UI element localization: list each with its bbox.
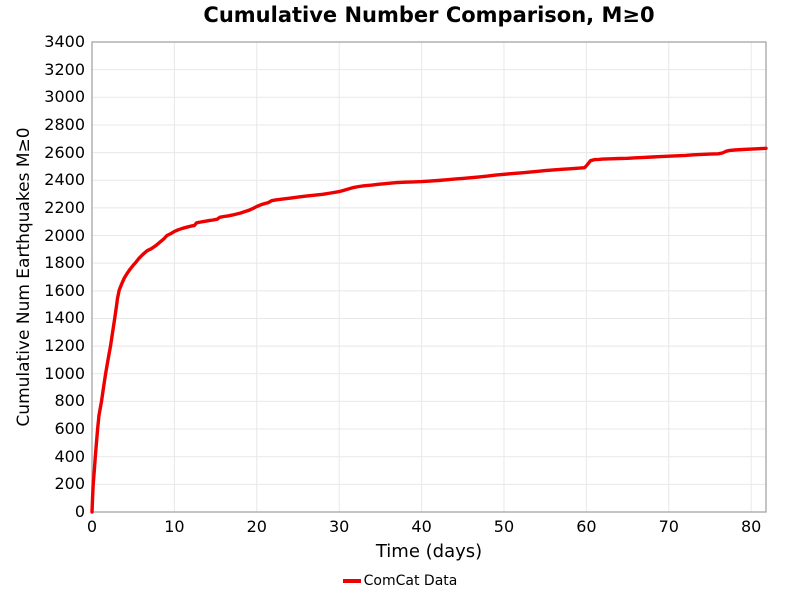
x-tick-label: 20 [246, 517, 267, 536]
y-tick-label: 200 [54, 474, 85, 494]
y-tick-label: 1800 [44, 253, 85, 273]
data-line-comcat [90, 146, 768, 514]
y-tick-label: 2800 [44, 114, 85, 134]
y-tick-label: 2000 [44, 225, 85, 245]
x-tick-label: 0 [86, 517, 98, 536]
x-tick-label: 80 [740, 517, 762, 536]
y-tick-label: 1000 [44, 363, 85, 383]
y-tick-label: 3400 [44, 32, 85, 51]
chart-title: Cumulative Number Comparison, M≥0 [203, 3, 655, 27]
x-tick-label: 10 [164, 517, 185, 536]
y-tick-label: 3200 [44, 59, 85, 79]
y-tick-label: 1600 [44, 280, 85, 300]
legend-line-marker [342, 579, 361, 583]
y-tick-label: 1200 [44, 336, 85, 356]
y-tick-label: 1400 [44, 308, 85, 328]
y-tick-label: 2600 [44, 142, 85, 162]
y-axis-label: Cumulative Num Earthquakes M≥0 [14, 127, 34, 427]
x-tick-label: 30 [329, 517, 350, 536]
x-tick-label: 50 [493, 517, 515, 536]
y-tick-label: 2400 [44, 170, 85, 190]
y-tick-label: 2200 [44, 197, 85, 217]
x-tick-label: 40 [411, 517, 432, 536]
x-axis-label: Time (days) [375, 541, 483, 562]
y-tick-label: 600 [54, 419, 85, 439]
y-tick-label: 0 [74, 502, 85, 521]
x-tick-label: 70 [658, 517, 679, 536]
y-tick-label: 3000 [44, 87, 85, 107]
y-tick-label: 400 [54, 446, 85, 466]
legend-label: ComCat Data [363, 573, 458, 589]
y-tick-label: 800 [54, 391, 85, 411]
legend: ComCat Data [0, 573, 800, 589]
plot-frame [91, 41, 767, 513]
x-tick-label: 60 [576, 517, 597, 536]
